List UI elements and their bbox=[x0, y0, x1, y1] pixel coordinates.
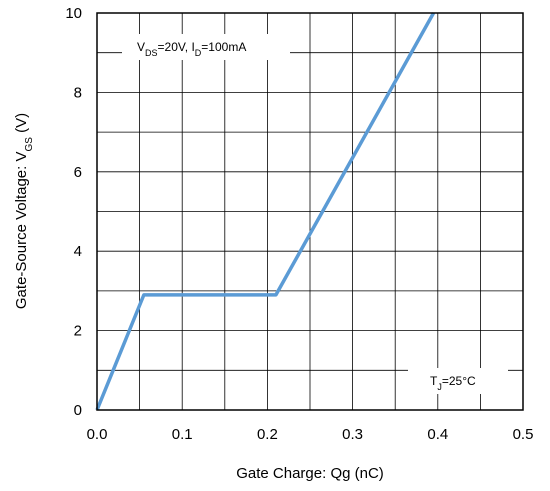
x-tick-label: 0.4 bbox=[427, 426, 448, 443]
x-tick-label: 0.2 bbox=[257, 426, 278, 443]
y-tick-label: 8 bbox=[74, 84, 82, 101]
grid-lines bbox=[97, 13, 523, 410]
y-tick-label: 2 bbox=[74, 323, 82, 340]
y-tick-label: 10 bbox=[65, 5, 82, 22]
x-tick-label: 0.3 bbox=[342, 426, 363, 443]
y-axis-ticks: 0 2 4 6 8 10 bbox=[65, 5, 82, 419]
series-line bbox=[95, 12, 436, 411]
y-tick-label: 4 bbox=[74, 243, 82, 260]
x-tick-label: 0.1 bbox=[172, 426, 193, 443]
x-tick-label: 0.5 bbox=[513, 426, 534, 443]
y-axis-label: Gate-Source Voltage: VGS (V) bbox=[13, 113, 35, 309]
x-axis-ticks: 0.0 0.1 0.2 0.3 0.4 0.5 bbox=[87, 426, 534, 443]
temperature-annotation: TJ=25°C bbox=[430, 374, 476, 392]
plot-frame bbox=[96, 12, 524, 411]
x-tick-label: 0.0 bbox=[87, 426, 108, 443]
y-tick-label: 6 bbox=[74, 164, 82, 181]
temperature-annotation-bg bbox=[408, 368, 508, 394]
series-group bbox=[95, 12, 436, 411]
conditions-annotation-bg bbox=[122, 34, 290, 60]
y-tick-label: 0 bbox=[74, 402, 82, 419]
conditions-annotation: VDS=20V, ID=100mA bbox=[137, 40, 246, 58]
x-axis-label: Gate Charge: Qg (nC) bbox=[236, 465, 384, 482]
